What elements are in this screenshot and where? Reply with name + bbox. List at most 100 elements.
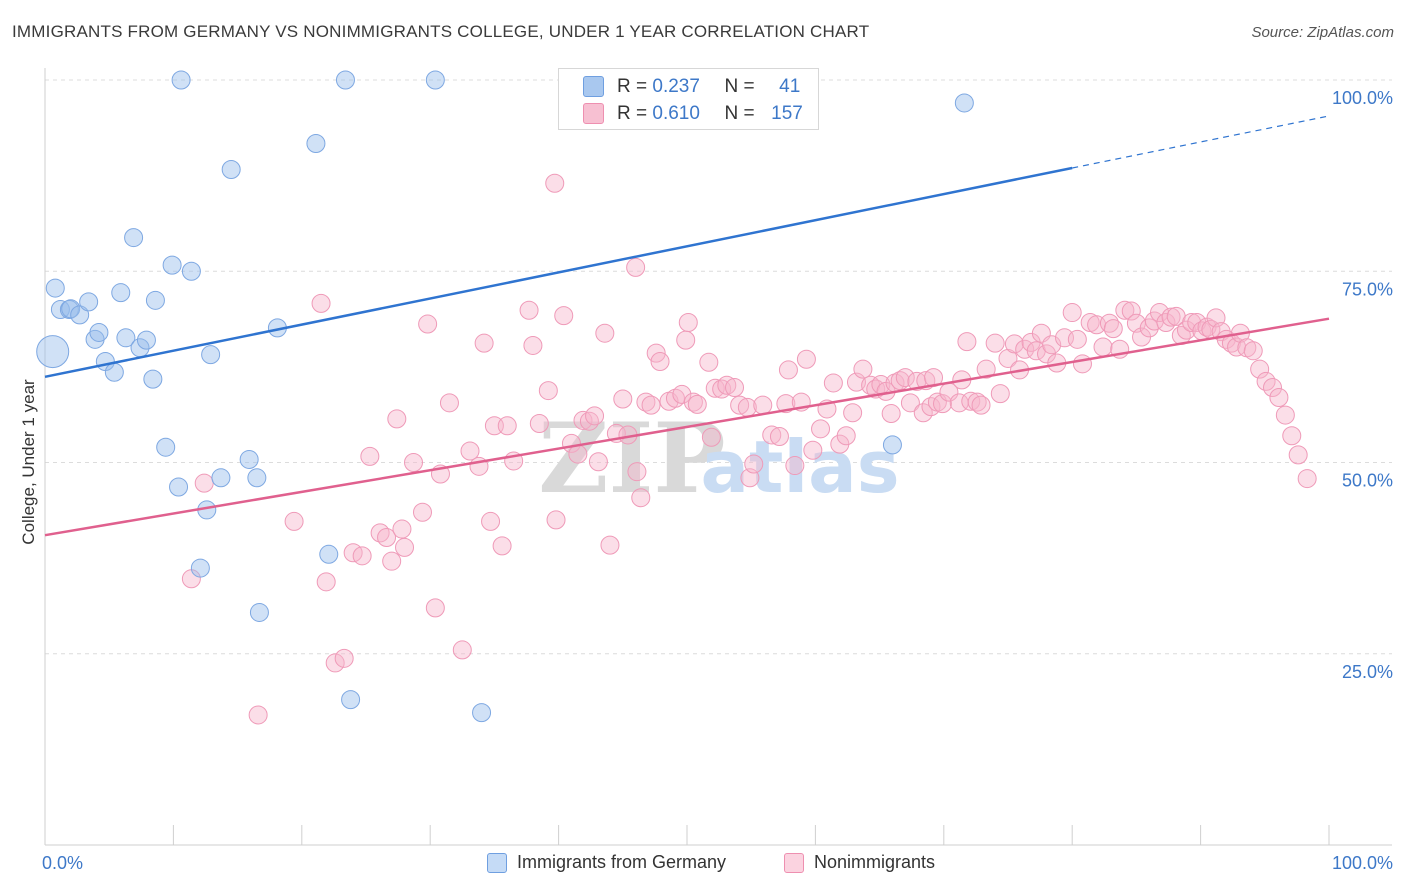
nonimmigrants-point	[762, 425, 782, 445]
nonimmigrants-point	[1004, 334, 1024, 354]
nonimmigrants-point	[392, 519, 412, 539]
y-tick-label: 75.0%	[1342, 279, 1393, 299]
nonimmigrants-point	[753, 395, 773, 415]
germany-point	[36, 335, 70, 369]
nonimmigrants-point	[382, 551, 402, 571]
source-label: Source: ZipAtlas.com	[1251, 24, 1394, 41]
germany-point	[156, 437, 176, 457]
germany-point	[145, 290, 165, 310]
nonimmigrants-point	[1072, 354, 1092, 374]
n-label: N =	[724, 103, 755, 124]
nonimmigrants-point	[785, 456, 805, 476]
nonimmigrants-point	[395, 537, 415, 557]
nonimmigrants-point	[1263, 378, 1283, 398]
axes	[44, 68, 1392, 846]
nonimmigrants-point	[895, 368, 915, 388]
nonimmigrants-point	[554, 306, 574, 326]
nonimmigrants-point	[1067, 329, 1087, 349]
series-legend: Immigrants from Germany Nonimmigrants	[0, 850, 1406, 880]
nonimmigrants-point	[843, 403, 863, 423]
nonimmigrants-point	[1250, 359, 1270, 379]
germany-trend-extension	[1072, 115, 1330, 169]
germany-point	[116, 328, 136, 348]
nonimmigrants-point	[1103, 319, 1123, 339]
nonimmigrants-point	[538, 381, 558, 401]
nonimmigrants-point	[1275, 405, 1295, 425]
germany-point	[162, 255, 182, 275]
nonimmigrants-point	[967, 392, 987, 412]
y-tick-label: 25.0%	[1342, 662, 1393, 682]
germany-point	[306, 133, 326, 153]
germany-point	[89, 322, 109, 342]
nonimmigrants-point	[641, 395, 661, 415]
nonimmigrants-point	[497, 416, 517, 436]
nonimmigrants-point	[1288, 445, 1308, 465]
r-label: R =	[617, 103, 648, 124]
nonimmigrants-point	[588, 452, 608, 472]
nonimmigrants-point	[627, 462, 647, 482]
nonimmigrants-point	[1062, 303, 1082, 323]
nonimmigrants-point	[573, 410, 593, 430]
nonimmigrants-point	[412, 502, 432, 522]
legend-text-nonimmigrants: R = 0.610 N = 157	[617, 103, 803, 125]
nonimmigrants-point	[699, 352, 719, 372]
nonimmigrants-point	[595, 323, 615, 343]
nonimmigrants-point	[687, 394, 707, 414]
nonimmigrants-point	[778, 360, 798, 380]
nonimmigrants-point	[585, 406, 605, 426]
germany-trend-line	[44, 166, 1073, 379]
germany-point	[319, 544, 339, 564]
nonimmigrants-point	[284, 511, 304, 531]
nonimmigrants-point	[853, 359, 873, 379]
germany-point	[882, 435, 902, 455]
nonimmigrants-point	[717, 375, 737, 395]
nonimmigrants-point	[1093, 337, 1113, 357]
germany-point	[45, 278, 65, 298]
nonimmigrants-point	[744, 454, 764, 474]
germany-point	[143, 369, 163, 389]
legend-item-nonimmigrants[interactable]: Nonimmigrants	[784, 852, 935, 873]
nonimmigrants-point	[1156, 313, 1176, 333]
germany-points	[36, 70, 974, 723]
nonimmigrants-point	[481, 511, 501, 531]
nonimmigrants-point	[636, 392, 656, 412]
gridlines	[45, 79, 1392, 655]
legend-swatch-germany	[583, 76, 604, 97]
nonimmigrants-point	[600, 535, 620, 555]
nonimmigrants-point	[701, 427, 721, 447]
y-axis-title: College, Under 1 year	[19, 379, 38, 545]
germany-point	[249, 602, 269, 622]
nonimmigrants-point	[325, 653, 345, 673]
nonimmigrants-point	[913, 403, 933, 423]
r-value: 0.610	[652, 103, 700, 124]
germany-point	[171, 70, 191, 90]
n-value: 41	[779, 76, 801, 97]
germany-point	[211, 468, 231, 488]
germany-point	[59, 300, 79, 319]
nonimmigrants-point	[725, 378, 745, 398]
nonimmigrants-point	[439, 393, 459, 413]
legend-text-germany: R = 0.237 N = 41	[617, 76, 800, 98]
germany-point	[341, 690, 361, 710]
nonimmigrants-point	[452, 640, 472, 660]
nonimmigrants-point	[626, 257, 646, 277]
nonimmigrants-point	[823, 373, 843, 393]
nonimmigrants-point	[387, 409, 407, 429]
nonimmigrants-point	[990, 384, 1010, 404]
chart-title: IMMIGRANTS FROM GERMANY VS NONIMMIGRANTS…	[12, 22, 870, 41]
germany-point	[181, 261, 201, 281]
correlation-legend: R = 0.237 N = 41 R = 0.610 N = 157	[558, 68, 819, 130]
legend-label-germany: Immigrants from Germany	[517, 852, 727, 872]
nonimmigrants-point	[311, 293, 331, 313]
nonimmigrants-point	[613, 389, 633, 409]
nonimmigrants-point	[650, 352, 670, 372]
nonimmigrants-trend-line	[44, 317, 1330, 537]
nonimmigrants-point	[1121, 301, 1141, 321]
legend-item-germany[interactable]: Immigrants from Germany	[487, 852, 726, 873]
nonimmigrants-point	[678, 313, 698, 333]
germany-point	[70, 305, 90, 325]
nonimmigrants-point	[1297, 469, 1317, 489]
legend-label-nonimmigrants: Nonimmigrants	[814, 852, 936, 872]
